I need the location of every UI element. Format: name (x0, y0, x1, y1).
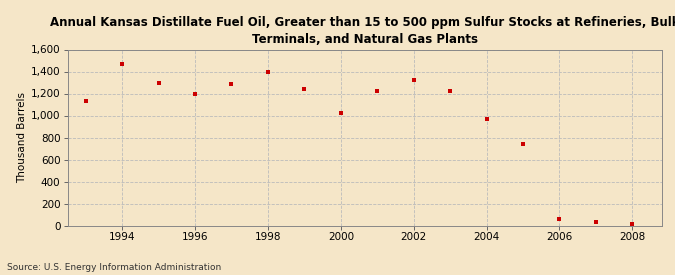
Point (481, 117, 492, 121)
Point (80, 99, 91, 103)
Point (335, 111, 346, 116)
Point (372, 89, 383, 94)
Point (627, 222, 638, 227)
Point (518, 142, 529, 146)
Point (408, 78, 419, 82)
Point (445, 89, 456, 94)
Point (226, 81, 237, 86)
Point (263, 69, 273, 74)
Point (153, 80, 164, 85)
Text: Source: U.S. Energy Information Administration: Source: U.S. Energy Information Administ… (7, 263, 221, 272)
Y-axis label: Thousand Barrels: Thousand Barrels (17, 92, 27, 183)
Point (190, 91, 200, 96)
Point (591, 219, 601, 224)
Point (299, 87, 310, 91)
Point (554, 217, 565, 221)
Point (117, 62, 128, 66)
Title: Annual Kansas Distillate Fuel Oil, Greater than 15 to 500 ppm Sulfur Stocks at R: Annual Kansas Distillate Fuel Oil, Great… (50, 16, 675, 46)
